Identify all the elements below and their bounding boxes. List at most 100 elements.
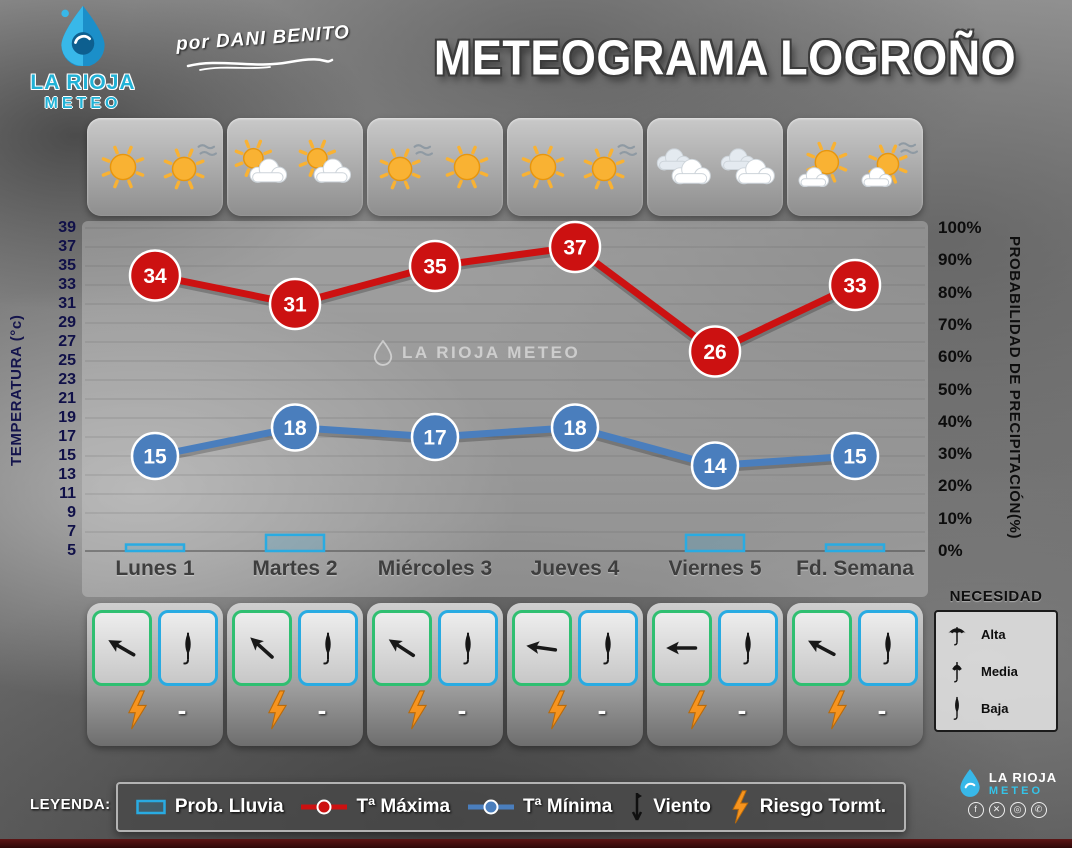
umbrella-need-box <box>438 610 498 686</box>
day-detail-panel: - <box>787 603 923 746</box>
temp-tick: 11 <box>59 485 76 502</box>
day-detail-panel: - <box>507 603 643 746</box>
wind-direction-box <box>92 610 152 686</box>
water-drop-icon <box>61 5 105 67</box>
cloud-sun-icon <box>298 139 352 183</box>
svg-text:14: 14 <box>703 455 727 478</box>
temp-tick: 5 <box>67 542 76 559</box>
necesidad-level-label: Alta <box>981 626 1006 642</box>
wind-arrow-icon <box>388 639 416 658</box>
temp-tick: 7 <box>67 523 76 540</box>
wind-arrow-icon <box>808 640 836 657</box>
legend-item-label: Riesgo Tormt. <box>759 796 887 817</box>
day-label: Viernes 5 <box>668 557 762 580</box>
umbrella-closed-icon <box>463 632 471 665</box>
umbrella-closed-icon <box>603 632 611 665</box>
sun-cloud-icon <box>798 141 848 188</box>
lightning-bolt-icon <box>687 690 707 730</box>
precip-tick: 50% <box>938 379 973 399</box>
legend-item: Tª Mínima <box>467 796 612 818</box>
legend-item: Viento <box>630 790 711 824</box>
svg-text:26: 26 <box>703 341 726 364</box>
signature-underline <box>186 58 334 71</box>
legend-item-label: Tª Máxima <box>356 796 451 817</box>
umbrella-need-box <box>718 610 778 686</box>
day-weather-icons <box>367 118 503 216</box>
sun-icon <box>521 145 565 189</box>
svg-text:15: 15 <box>843 446 867 469</box>
instagram-icon: ◎ <box>1009 802 1026 818</box>
wind-direction-box <box>372 610 432 686</box>
temp-tick: 29 <box>58 314 76 331</box>
sun-icon <box>101 145 145 189</box>
umbrella-need-box <box>298 610 358 686</box>
precip-tick: 10% <box>938 508 973 528</box>
wind-direction-box <box>652 610 712 686</box>
day-label: Fd. Semana <box>796 557 914 580</box>
temp-min-point: 14 <box>690 441 740 490</box>
temp-max-point: 26 <box>688 325 742 378</box>
lightning-bolt-icon <box>267 690 287 730</box>
rain-prob-bar <box>264 533 326 553</box>
necesidad-legend: NECESIDAD Alta Media Baja <box>934 588 1058 732</box>
facebook-icon: f <box>967 802 984 818</box>
umbrella-closed-icon <box>743 632 751 665</box>
necesidad-level-label: Media <box>981 663 1018 679</box>
precip-tick: 90% <box>938 250 973 270</box>
wind-arrow-icon <box>108 640 136 657</box>
footer-drop-icon <box>960 769 980 797</box>
day-label: Jueves 4 <box>530 557 620 580</box>
wind-direction-box <box>512 610 572 686</box>
legend-item: Tª Máxima <box>301 796 450 818</box>
page-title: METEOGRAMA LOGROÑO <box>433 29 1017 86</box>
sun-cloud-wind-icon <box>861 142 918 188</box>
temp-max-point: 35 <box>408 239 462 293</box>
legend-item-label: Viento <box>653 796 711 817</box>
lightning-bolt-icon <box>732 790 749 824</box>
day-label: Lunes 1 <box>115 557 195 580</box>
day-label: Martes 2 <box>252 557 338 580</box>
day-detail-panel: - <box>367 603 503 746</box>
umbrella-open-icon <box>948 627 966 646</box>
need-value: - <box>457 694 467 725</box>
day-detail-panel: - <box>87 603 223 746</box>
sun-wind-icon <box>163 144 218 190</box>
wind-direction-box <box>792 610 852 686</box>
temp-min-point: 18 <box>270 403 320 452</box>
precip-tick: 30% <box>938 444 973 464</box>
precip-tick: 70% <box>938 314 973 334</box>
legend-bar: Prob. Lluvia Tª Máxima Tª Mínima Viento … <box>116 782 906 832</box>
need-value: - <box>597 694 607 725</box>
bottom-strip <box>0 839 1072 848</box>
legend-item: Riesgo Tormt. <box>729 790 886 824</box>
lightning-bolt-icon <box>407 690 427 730</box>
rain-bar-legend-icon <box>136 799 166 815</box>
sun-wind-icon <box>583 144 638 190</box>
temp-tick: 25 <box>58 352 76 369</box>
umbrella-closed-icon <box>323 632 331 665</box>
lightning-bolt-icon <box>127 690 147 730</box>
temp-max-point: 34 <box>128 249 182 302</box>
necesidad-title: NECESIDAD <box>949 588 1043 605</box>
svg-text:37: 37 <box>563 237 586 260</box>
logo-line2: METEO <box>44 95 122 112</box>
need-value: - <box>877 694 887 725</box>
day-detail-panel: - <box>647 603 783 746</box>
day-weather-icons <box>87 118 223 216</box>
wind-legend-icon <box>632 793 643 821</box>
temp-min-point: 15 <box>830 431 880 481</box>
rain-prob-bar <box>824 543 886 553</box>
temp-tick: 39 <box>58 219 76 236</box>
necesidad-box: Alta Media Baja <box>934 610 1058 732</box>
temp-tick: 27 <box>58 333 76 350</box>
sun-icon <box>445 145 489 189</box>
footer-logo: LA RIOJA METEO f ✕ ◎ ✆ <box>948 768 1066 818</box>
temp-min-point: 15 <box>130 431 180 481</box>
svg-text:15: 15 <box>143 446 167 469</box>
lightning-bolt-icon <box>547 690 567 730</box>
temp-tick: 37 <box>58 238 76 255</box>
cloudy-icon <box>720 148 775 185</box>
temp-tick: 23 <box>58 371 76 388</box>
temp-tick: 33 <box>58 276 76 293</box>
temp-min-point: 17 <box>410 412 460 462</box>
